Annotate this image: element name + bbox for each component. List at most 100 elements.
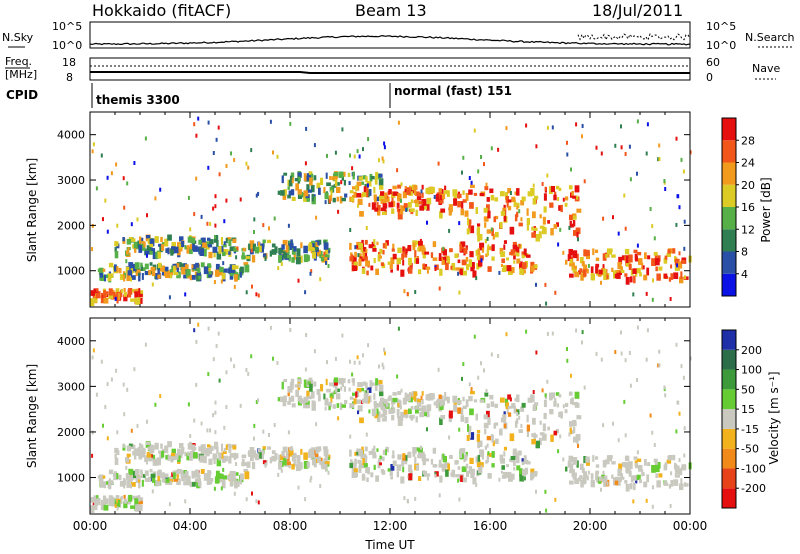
power-cell-232 [157, 251, 161, 259]
power-cell-96 [128, 262, 134, 269]
velocity-cell-908 [571, 430, 574, 434]
velocity-cell-639 [512, 451, 518, 459]
power-noise-156 [262, 223, 265, 228]
power-cell-545 [516, 249, 520, 257]
velocity-cell-145 [231, 471, 236, 477]
power-cell-606 [404, 248, 408, 255]
power-cell-678 [438, 253, 442, 261]
power-cell-619 [352, 265, 358, 271]
power-noise-177 [245, 290, 248, 295]
power-cell-151 [197, 268, 201, 274]
velocity-cell-704 [455, 474, 460, 478]
power-cell-675 [451, 262, 456, 271]
power-cell-243 [137, 240, 142, 248]
velocity-cell-821 [373, 393, 376, 400]
velocity-colorbar-tick-label-0: -200 [741, 482, 766, 495]
velocity-cell-147 [123, 481, 126, 489]
velocity-noise-64 [457, 478, 460, 483]
velocity-noise-56 [146, 419, 148, 424]
velocity-cell-1036 [624, 480, 628, 484]
velocity-noise-79 [406, 498, 409, 503]
velocity-cell-699 [424, 458, 430, 462]
power-cell-660 [439, 268, 443, 276]
velocity-cell-540 [444, 462, 450, 468]
velocity-cell-861 [484, 428, 487, 435]
power-cell-1044 [586, 269, 589, 274]
velocity-cell-989 [676, 474, 680, 478]
power-cell-603 [466, 263, 469, 271]
power-cell-1067 [572, 266, 577, 273]
power-colorbar-tick-label-1: 8 [741, 246, 748, 259]
velocity-cell-510 [336, 403, 340, 408]
velocity-cell-766 [383, 407, 387, 411]
power-noise-215 [123, 205, 126, 210]
velocity-cell-423 [378, 384, 384, 393]
power-noise-103 [554, 290, 557, 295]
power-cell-1045 [616, 272, 621, 279]
power-cell-315 [123, 294, 128, 302]
velocity-cell-312 [108, 501, 114, 506]
velocity-cell-162 [161, 448, 166, 453]
velocity-cell-741 [386, 403, 389, 408]
power-cell-556 [350, 252, 353, 256]
velocity-cell-1059 [585, 456, 590, 463]
velocity-colorbar-tick-label-1: -100 [741, 462, 766, 475]
velocity-cell-686 [365, 467, 370, 474]
power-cell-888 [533, 227, 538, 231]
power-cell-28 [144, 271, 150, 276]
power-cell-842 [392, 200, 396, 207]
velocity-cell-189 [205, 452, 210, 457]
power-cell-900 [486, 229, 492, 234]
power-cell-799 [457, 201, 462, 208]
velocity-cell-390 [249, 447, 255, 455]
velocity-cell-101 [157, 469, 162, 475]
power-cell-21 [183, 274, 188, 279]
velocity-cell-1028 [647, 462, 651, 467]
power-cell-1056 [572, 250, 578, 259]
velocity-cell-957 [500, 397, 505, 403]
power-noise-49 [595, 145, 598, 150]
power-noise-129 [649, 207, 652, 211]
power-cell-273 [149, 250, 153, 255]
power-cell-690 [392, 253, 397, 260]
power-cell-621 [385, 240, 389, 246]
power-noise-140 [678, 205, 681, 210]
velocity-cell-606 [404, 455, 408, 462]
velocity-cell-587 [366, 477, 369, 483]
power-noise-189 [312, 243, 315, 247]
power-noise-182 [614, 143, 617, 148]
power-cell-162 [161, 242, 166, 246]
velocity-cell-138 [108, 469, 114, 475]
power-cell-918 [553, 224, 558, 229]
velocity-cell-700 [445, 469, 449, 477]
power-cell-843 [371, 202, 376, 210]
velocity-cell-666 [522, 468, 527, 476]
velocity-cell-371 [282, 457, 287, 466]
power-cell-963 [526, 218, 530, 225]
power-cell-553 [358, 253, 362, 260]
power-noise-73 [480, 258, 483, 263]
power-cell-879 [532, 198, 537, 205]
velocity-cell-354 [325, 453, 329, 461]
power-cell-975 [583, 249, 587, 257]
power-cell-172 [205, 241, 210, 248]
power-cell-692 [491, 244, 495, 252]
velocity-noise-126 [486, 443, 489, 448]
power-cell-371 [282, 251, 287, 259]
velocity-cell-421 [300, 448, 303, 455]
power-cell-201 [223, 244, 227, 248]
power-noise-70 [127, 247, 130, 252]
power-noise-82 [509, 191, 512, 195]
power-cell-498 [349, 190, 354, 194]
velocity-cell-650 [418, 476, 422, 481]
power-cell-237 [184, 245, 187, 250]
velocity-colorbar-label: Velocity [m s⁻¹] [767, 371, 781, 464]
power-cell-271 [181, 241, 185, 248]
velocity-noise-85 [304, 367, 307, 372]
velocity-cell-137 [198, 480, 201, 487]
velocity-cell-405 [278, 461, 283, 470]
velocity-cell-1018 [634, 462, 638, 469]
power-noise-243 [337, 209, 340, 214]
power-cell-798 [421, 184, 424, 190]
